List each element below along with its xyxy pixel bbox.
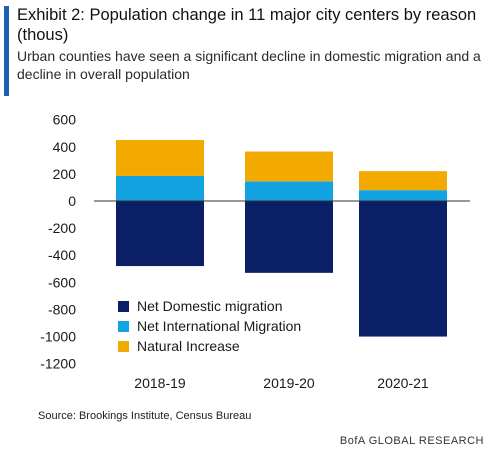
- legend-swatch-natural: [118, 340, 129, 352]
- bar-net-international-migration-2019-20: [245, 181, 333, 201]
- legend-item-international: Net International Migration: [118, 316, 301, 336]
- brand-label: BofA GLOBAL RESEARCH: [339, 435, 484, 447]
- y-tick-label: -400: [48, 247, 76, 263]
- legend-label-natural: Natural Increase: [137, 338, 240, 354]
- title-accent-bar: [4, 6, 9, 96]
- chart-legend: Net Domestic migration Net International…: [118, 296, 301, 356]
- y-tick-label: 200: [53, 166, 77, 182]
- chart-subtitle: Urban counties have seen a significant d…: [17, 48, 481, 82]
- y-tick-label: 0: [68, 193, 76, 209]
- bar-net-international-migration-2018-19: [116, 175, 204, 201]
- bar-natural-increase-2018-19: [116, 140, 204, 176]
- y-tick-label: -1000: [40, 329, 76, 345]
- y-tick-label: 400: [53, 139, 77, 155]
- y-tick-label: 600: [53, 112, 77, 128]
- bar-natural-increase-2020-21: [359, 171, 447, 191]
- legend-label-international: Net International Migration: [137, 318, 302, 334]
- x-tick-label: 2020-21: [377, 375, 429, 391]
- bar-natural-increase-2019-20: [245, 151, 333, 182]
- x-tick-label: 2019-20: [263, 375, 315, 391]
- source-note: Source: Brookings Institute, Census Bure…: [38, 410, 252, 422]
- y-tick-label: -600: [48, 274, 76, 290]
- bar-net-international-migration-2020-21: [359, 190, 447, 201]
- chart-title: Exhibit 2: Population change in 11 major…: [17, 6, 477, 44]
- legend-swatch-international: [118, 320, 129, 332]
- x-tick-label: 2018-19: [134, 375, 186, 391]
- y-tick-label: -1200: [40, 356, 76, 372]
- legend-item-natural: Natural Increase: [118, 336, 301, 356]
- bar-net-domestic-migration-2018-19: [116, 201, 204, 267]
- y-tick-label: -200: [48, 220, 76, 236]
- y-tick-label: -800: [48, 301, 76, 317]
- bar-net-domestic-migration-2019-20: [245, 201, 333, 273]
- legend-label-domestic: Net Domestic migration: [137, 298, 283, 314]
- legend-item-domestic: Net Domestic migration: [118, 296, 301, 316]
- bar-net-domestic-migration-2020-21: [359, 201, 447, 337]
- legend-swatch-domestic: [118, 300, 129, 312]
